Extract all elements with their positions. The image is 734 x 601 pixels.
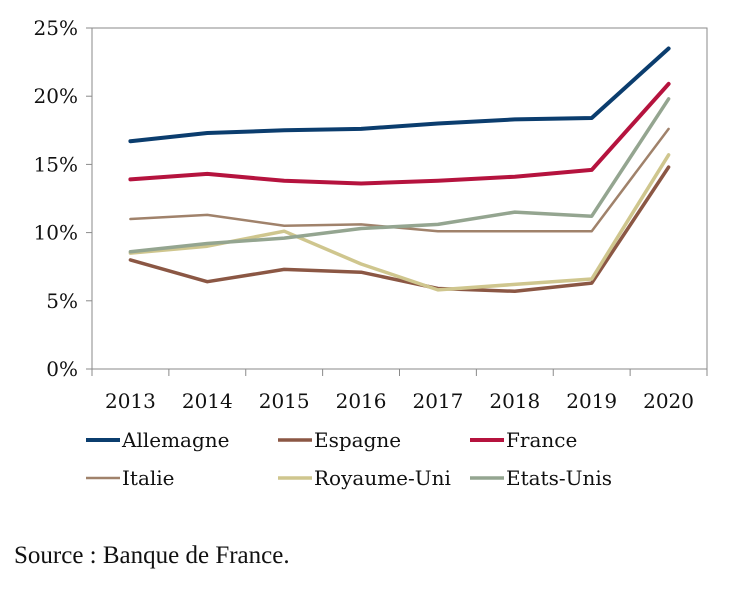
y-tick-label: 10% xyxy=(34,221,78,245)
legend-label: Allemagne xyxy=(121,428,229,452)
y-tick-label: 20% xyxy=(34,84,78,108)
x-tick-label: 2019 xyxy=(566,389,617,413)
x-tick-label: 2018 xyxy=(489,389,540,413)
x-tick-label: 2014 xyxy=(182,389,233,413)
y-tick-label: 15% xyxy=(34,152,78,176)
legend-label: Royaume-Uni xyxy=(314,466,451,490)
legend-label: Espagne xyxy=(314,428,401,452)
x-tick-label: 2015 xyxy=(259,389,310,413)
series-line-espagne xyxy=(128,165,671,294)
x-tick-label: 2016 xyxy=(336,389,387,413)
x-tick-label: 2017 xyxy=(412,389,463,413)
legend-label: France xyxy=(506,428,577,452)
legend-label: Italie xyxy=(122,466,175,490)
x-tick-label: 2020 xyxy=(643,389,694,413)
series-line-allemagne xyxy=(128,46,671,144)
legend-label: Etats-Unis xyxy=(506,466,612,490)
line-chart: 0% 5% 10% 15% 20% 25% 2013 2014 2015 2016 2017 201… xyxy=(34,16,708,490)
series-line-etats-unis xyxy=(128,97,671,254)
y-tick-label: 5% xyxy=(46,289,78,313)
source-note: Source : Banque de France. xyxy=(14,542,290,569)
series-line-france xyxy=(128,81,671,186)
x-tick-label: 2013 xyxy=(105,389,156,413)
y-tick-label: 0% xyxy=(46,357,78,381)
y-tick-label: 25% xyxy=(34,16,78,40)
